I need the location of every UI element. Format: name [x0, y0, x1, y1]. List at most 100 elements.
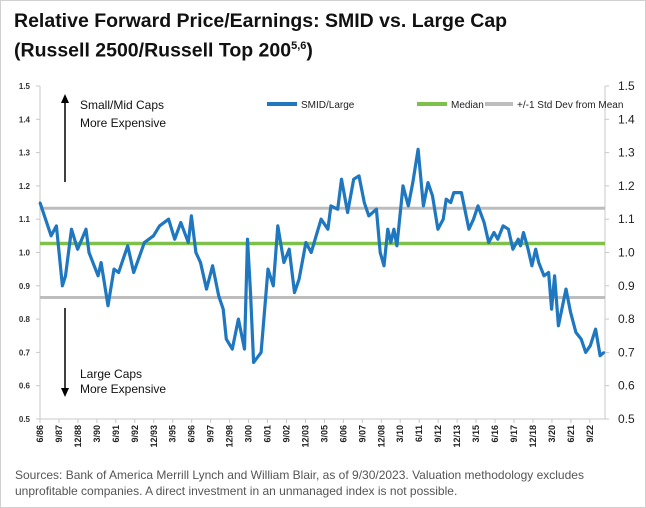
annotations: Small/Mid Caps More Expensive Large Caps…: [61, 94, 166, 397]
data-point-smid-large: [553, 274, 556, 278]
data-point-smid-large: [389, 241, 393, 244]
data-point-smid-large: [441, 218, 445, 221]
data-point-smid-large: [96, 274, 100, 278]
data-point-smid-large: [379, 251, 382, 254]
data-point-smid-large: [352, 178, 355, 181]
x-tick-label: 12/98: [225, 425, 235, 448]
data-point-smid-large: [492, 231, 496, 234]
data-point-smid-large: [272, 284, 275, 287]
x-tick-label: 3/05: [319, 425, 329, 443]
data-point-smid-large: [329, 204, 333, 208]
y-tick-label-left: 1.2: [19, 182, 31, 191]
data-point-smid-large: [217, 294, 220, 297]
data-point-smid-large: [534, 247, 537, 251]
y-tick-label-left: 0.6: [19, 382, 31, 391]
data-point-smid-large: [266, 267, 270, 271]
data-point-smid-large: [431, 194, 434, 198]
down-arrowhead-icon: [61, 388, 69, 397]
data-point-smid-large: [346, 211, 349, 214]
data-point-smid-large: [395, 244, 399, 248]
data-point-smid-large: [382, 264, 386, 268]
data-point-smid-large: [293, 291, 296, 294]
x-tick-label: 6/91: [111, 425, 121, 443]
annotation-small-mid-line2: More Expensive: [80, 116, 166, 130]
data-point-smid-large: [99, 261, 103, 264]
sources-note: Sources: Bank of America Merrill Lynch a…: [15, 468, 584, 498]
title-line-2-text: (Russell 2500/Russell Top 200: [14, 39, 292, 62]
x-tick-label: 3/95: [168, 425, 178, 443]
data-point-smid-large: [87, 251, 91, 254]
data-point-smid-large: [225, 337, 228, 341]
data-point-smid-large: [249, 291, 252, 294]
y-tick-label-right: 1.2: [618, 179, 635, 193]
data-point-smid-large: [530, 264, 534, 268]
data-point-smid-large: [246, 237, 249, 241]
y-tick-label-right: 1.5: [618, 79, 635, 93]
x-tick-label: 9/12: [433, 425, 443, 443]
data-point-smid-large: [49, 234, 53, 238]
data-point-smid-large: [411, 181, 415, 184]
data-point-smid-large: [602, 351, 606, 354]
data-point-smid-large: [252, 361, 255, 364]
up-arrowhead-icon: [61, 94, 69, 103]
data-point-smid-large: [564, 287, 568, 291]
chart-title: Relative Forward Price/Earnings: SMID vs…: [14, 9, 507, 64]
x-tick-label: 12/88: [73, 425, 83, 448]
data-point-smid-large: [106, 304, 110, 307]
data-point-smid-large: [304, 241, 308, 244]
x-tick-label: 3/00: [244, 425, 254, 443]
data-point-smid-large: [222, 307, 225, 311]
annotation-large-line1: Large Caps: [80, 367, 142, 381]
data-point-smid-large: [205, 287, 208, 291]
data-point-smid-large: [426, 181, 430, 184]
x-tick-label: 3/15: [471, 425, 481, 443]
data-point-smid-large: [55, 224, 58, 228]
data-point-smid-large: [38, 201, 42, 204]
data-point-smid-large: [199, 261, 202, 264]
x-tick-label: 3/10: [395, 425, 405, 443]
data-point-smid-large: [537, 261, 540, 264]
data-point-smid-large: [542, 274, 546, 278]
data-point-smid-large: [579, 337, 583, 341]
data-point-smid-large: [152, 234, 155, 238]
x-tick-label: 9/97: [206, 425, 216, 443]
data-point-smid-large: [158, 224, 161, 228]
y-tick-label-left: 0.7: [19, 348, 31, 357]
data-point-smid-large: [179, 221, 182, 224]
data-point-smid-large: [112, 267, 116, 271]
data-point-smid-large: [517, 237, 520, 241]
data-point-smid-large: [416, 148, 420, 151]
x-tick-label: 9/22: [585, 425, 595, 443]
data-point-smid-large: [507, 227, 510, 231]
data-point-smid-large: [589, 344, 592, 347]
data-point-smid-large: [436, 227, 440, 231]
y-tick-label-right: 1.4: [618, 112, 635, 126]
data-point-smid-large: [522, 231, 525, 234]
y-tick-label-right: 0.9: [618, 279, 635, 293]
data-point-smid-large: [496, 237, 499, 241]
data-point-smid-large: [467, 227, 471, 231]
data-point-smid-large: [282, 261, 286, 264]
data-point-smid-large: [64, 274, 67, 278]
data-point-smid-large: [326, 227, 330, 231]
y-tick-label-left: 1.1: [19, 215, 31, 224]
data-point-smid-large: [61, 284, 64, 287]
data-point-smid-large: [194, 251, 198, 254]
title-line-2: (Russell 2500/Russell Top 2005,6): [14, 34, 507, 64]
legend-label-median: Median: [451, 100, 484, 111]
data-point-smid-large: [407, 204, 410, 208]
x-tick-label: 12/93: [149, 425, 159, 448]
legend-label-std-dev: +/-1 Std Dev from Mean: [517, 100, 623, 111]
data-point-smid-large: [126, 244, 129, 248]
data-point-smid-large: [569, 311, 572, 314]
y-tick-label-right: 1.3: [618, 146, 635, 160]
data-point-smid-large: [460, 191, 463, 194]
x-tick-label: 9/02: [281, 425, 291, 443]
data-point-smid-large: [584, 351, 587, 354]
data-point-smid-large: [276, 224, 280, 228]
data-point-smid-large: [237, 317, 240, 321]
x-tick-label: 12/08: [376, 425, 386, 448]
data-point-smid-large: [340, 178, 343, 181]
